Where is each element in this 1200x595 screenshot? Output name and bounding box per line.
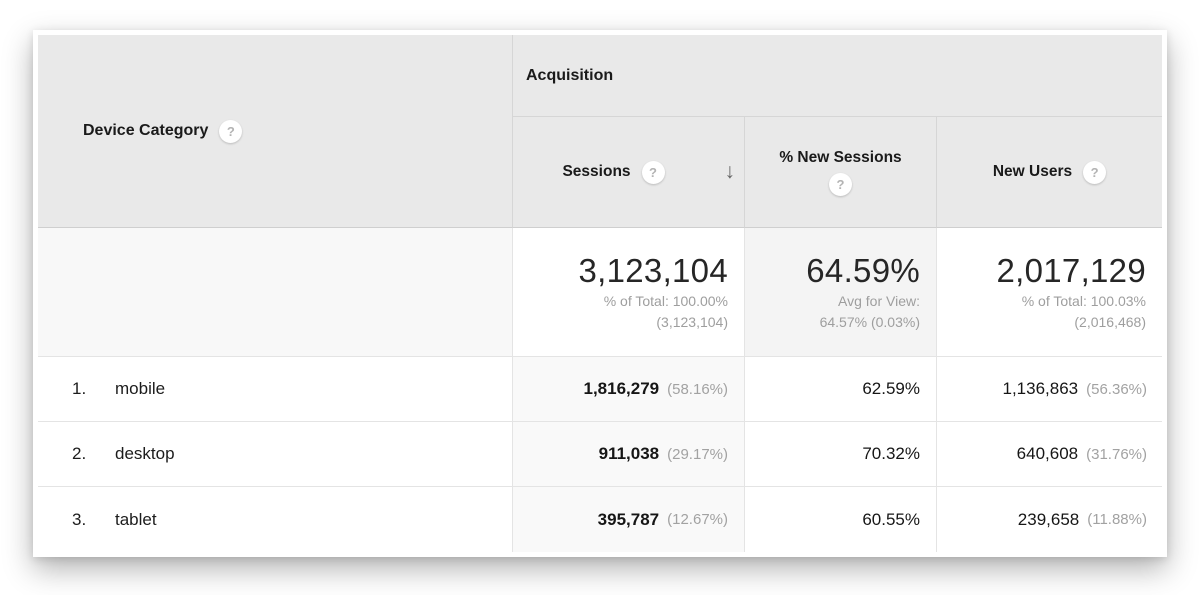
summary-dimension-cell — [38, 228, 513, 357]
dimension-value-link[interactable]: mobile — [115, 379, 166, 398]
sessions-percent: (29.17%) — [667, 445, 728, 463]
new-sessions-value-cell: 62.59% — [745, 357, 937, 422]
new-sessions-average-subline1: Avg for View: — [838, 293, 920, 309]
sessions-total-subline2: (3,123,104) — [656, 314, 728, 330]
new-users-percent: (31.76%) — [1086, 445, 1147, 463]
new-users-value-cell: 1,136,863 (56.36%) — [937, 357, 1162, 422]
sessions-value: 911,038 — [598, 444, 660, 463]
new-sessions-average-subline2: 64.57% (0.03%) — [819, 314, 920, 330]
new-users-percent: (56.36%) — [1086, 380, 1147, 398]
new-users-total: 2,017,129 — [996, 252, 1146, 289]
new-sessions-value: 60.55% — [862, 509, 920, 529]
sessions-value-cell: 1,816,279 (58.16%) — [513, 357, 745, 422]
summary-new-sessions-cell: 64.59% Avg for View: 64.57% (0.03%) — [745, 228, 937, 357]
new-sessions-column-header[interactable]: % New Sessions ? — [745, 117, 937, 228]
dimension-value-link[interactable]: desktop — [115, 444, 175, 463]
new-users-total-subline2: (2,016,468) — [1074, 314, 1146, 330]
new-sessions-average: 64.59% — [806, 252, 920, 289]
new-sessions-value-cell: 60.55% — [745, 487, 937, 552]
sessions-total-subline1: % of Total: 100.00% — [603, 293, 728, 309]
new-users-header-label: New Users — [992, 163, 1073, 180]
new-users-total-subline1: % of Total: 100.03% — [1021, 293, 1146, 309]
table-row-dimension: 2. desktop — [38, 422, 513, 487]
sessions-header-label: Sessions — [562, 163, 631, 180]
sessions-column-header[interactable]: Sessions ? ↓ — [513, 117, 745, 228]
new-users-column-header[interactable]: New Users ? — [937, 117, 1162, 228]
new-users-value: 1,136,863 — [1002, 379, 1079, 398]
table-row-dimension: 3. tablet — [38, 487, 513, 552]
new-users-value-cell: 239,658 (11.88%) — [937, 487, 1162, 552]
new-sessions-value-cell: 70.32% — [745, 422, 937, 487]
row-index: 2. — [72, 444, 87, 463]
analytics-table-card: Device Category ? Acquisition Sessions ?… — [33, 30, 1167, 557]
help-icon[interactable]: ? — [1083, 160, 1107, 184]
new-sessions-header-label: % New Sessions — [779, 148, 902, 166]
new-sessions-value: 62.59% — [862, 379, 920, 398]
summary-new-users-cell: 2,017,129 % of Total: 100.03% (2,016,468… — [937, 228, 1162, 357]
sessions-total: 3,123,104 — [578, 252, 728, 289]
sessions-value: 395,787 — [597, 509, 660, 529]
sessions-value-cell: 395,787 (12.67%) — [513, 487, 745, 552]
sessions-percent: (12.67%) — [667, 511, 728, 528]
new-users-value: 640,608 — [1016, 444, 1079, 463]
row-index: 1. — [72, 379, 87, 398]
new-users-percent: (11.88%) — [1087, 511, 1147, 528]
sessions-value: 1,816,279 — [583, 379, 660, 398]
device-category-table: Device Category ? Acquisition Sessions ?… — [38, 35, 1162, 552]
sessions-value-cell: 911,038 (29.17%) — [513, 422, 745, 487]
row-index: 3. — [72, 509, 87, 529]
acquisition-group-label: Acquisition — [526, 66, 614, 84]
acquisition-group-header: Acquisition — [513, 35, 1162, 117]
sessions-percent: (58.16%) — [667, 380, 728, 398]
new-sessions-value: 70.32% — [862, 444, 920, 463]
help-icon[interactable]: ? — [641, 160, 665, 184]
table-row-dimension: 1. mobile — [38, 357, 513, 422]
new-users-value: 239,658 — [1017, 509, 1080, 529]
dimension-header-label: Device Category — [83, 122, 209, 139]
help-icon[interactable]: ? — [219, 119, 243, 143]
dimension-column-header[interactable]: Device Category ? — [38, 35, 513, 228]
dimension-value-link[interactable]: tablet — [115, 509, 157, 529]
summary-sessions-cell: 3,123,104 % of Total: 100.00% (3,123,104… — [513, 228, 745, 357]
new-users-value-cell: 640,608 (31.76%) — [937, 422, 1162, 487]
help-icon[interactable]: ? — [829, 172, 852, 196]
sort-descending-icon[interactable]: ↓ — [724, 160, 736, 183]
